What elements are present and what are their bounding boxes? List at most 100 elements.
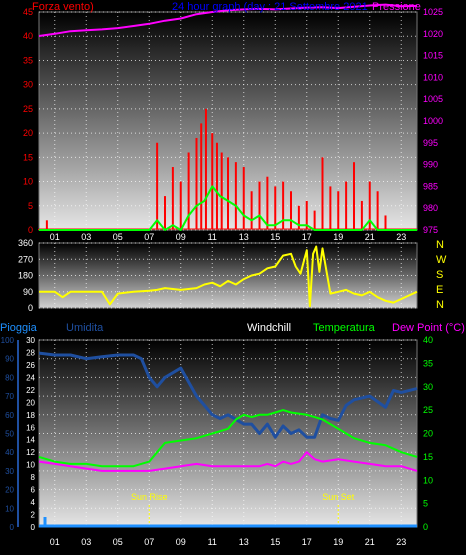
temperature-tick-label: 30 bbox=[423, 382, 433, 392]
x-tick-label: 01 bbox=[50, 537, 60, 547]
humidity-tick-label: 60 bbox=[5, 411, 14, 420]
pressure-tick-label: 980 bbox=[423, 203, 438, 213]
wind-tick-label: 10 bbox=[23, 177, 33, 187]
wind-tick-label: 30 bbox=[23, 80, 33, 90]
temp-humidity-axes: 1009080706050403020100302826242220181614… bbox=[1, 335, 433, 547]
pressure-tick-label: 1010 bbox=[423, 72, 443, 82]
compass-label: N bbox=[436, 299, 444, 311]
x-tick-label: 07 bbox=[144, 232, 154, 242]
temperature-line bbox=[38, 409, 418, 468]
x-tick-label: 03 bbox=[81, 537, 91, 547]
humidity-tick-label: 90 bbox=[5, 355, 14, 364]
rain-tick-label: 4 bbox=[31, 498, 36, 507]
rain-tick-label: 0 bbox=[31, 523, 36, 532]
humidity-tick-label: 10 bbox=[5, 504, 14, 513]
compass-label: N bbox=[436, 239, 444, 251]
pressure-tick-label: 995 bbox=[423, 138, 438, 148]
direction-tick-label: 180 bbox=[18, 271, 33, 281]
dewpoint-line bbox=[38, 451, 418, 472]
x-tick-label: 23 bbox=[396, 537, 406, 547]
wind-tick-label: 35 bbox=[23, 55, 33, 65]
rain-tick-label: 20 bbox=[26, 398, 35, 407]
rain-tick-label: 2 bbox=[31, 511, 36, 520]
pressure-tick-label: 1020 bbox=[423, 29, 443, 39]
wind-pressure-grid bbox=[39, 11, 417, 231]
temperature-tick-label: 10 bbox=[423, 475, 433, 485]
pressure-tick-label: 990 bbox=[423, 160, 438, 170]
x-tick-label: 11 bbox=[208, 537, 217, 547]
rain-tick-label: 8 bbox=[31, 473, 36, 482]
pressure-tick-label: 1015 bbox=[423, 51, 443, 61]
rain-tick-label: 16 bbox=[26, 423, 35, 432]
temperatura-label: Temperatura bbox=[313, 322, 376, 334]
x-tick-label: 09 bbox=[176, 232, 186, 242]
x-tick-label: 09 bbox=[176, 537, 186, 547]
direction-tick-label: 360 bbox=[18, 238, 33, 248]
sun-set-label: Sun Set bbox=[322, 492, 355, 502]
gust-line bbox=[39, 185, 417, 231]
x-tick-label: 11 bbox=[208, 232, 217, 242]
rain-tick-label: 12 bbox=[26, 448, 35, 457]
pressure-tick-label: 1000 bbox=[423, 116, 443, 126]
humidity-tick-label: 50 bbox=[5, 430, 14, 439]
wind-tick-label: 20 bbox=[23, 128, 33, 138]
direction-tick-label: 0 bbox=[28, 303, 33, 313]
x-tick-label: 15 bbox=[270, 537, 280, 547]
wind-pressure-axes: 45 40 35 30 25 20 15 10 5 0 1025 1020 1015 1010 1005 10… bbox=[23, 7, 443, 242]
humidity-tick-label: 100 bbox=[1, 336, 15, 345]
wind-tick-label: 0 bbox=[28, 225, 33, 235]
x-tick-label: 17 bbox=[302, 232, 312, 242]
temp-humidity-series bbox=[38, 351, 418, 528]
sun-rise-label: Sun Rise bbox=[131, 492, 168, 502]
direction-tick-label: 90 bbox=[23, 287, 33, 297]
wind-direction-plot-area bbox=[38, 242, 418, 309]
humidity-tick-label: 20 bbox=[5, 486, 14, 495]
temperature-tick-label: 35 bbox=[423, 358, 433, 368]
pressure-line bbox=[38, 3, 418, 37]
pioggia-label: Pioggia bbox=[0, 322, 38, 334]
x-tick-label: 15 bbox=[270, 232, 280, 242]
pressure-tick-label: 985 bbox=[423, 181, 438, 191]
humidity-line bbox=[38, 351, 418, 439]
rain-tick-label: 26 bbox=[26, 361, 35, 370]
rain-tick-label: 22 bbox=[26, 386, 35, 395]
x-tick-label: 21 bbox=[365, 232, 375, 242]
rain-tick-label: 28 bbox=[26, 348, 35, 357]
temperature-tick-label: 5 bbox=[423, 499, 428, 509]
rain-tick-label: 10 bbox=[26, 461, 35, 470]
rain-tick-label: 6 bbox=[31, 486, 36, 495]
wind-pressure-series bbox=[38, 3, 418, 231]
x-tick-label: 05 bbox=[113, 232, 123, 242]
wind-tick-label: 15 bbox=[23, 152, 33, 162]
wind-direction-grid bbox=[39, 242, 417, 309]
rain-tick-label: 30 bbox=[26, 336, 35, 345]
compass-label: E bbox=[436, 284, 443, 296]
x-tick-label: 21 bbox=[365, 537, 375, 547]
wind-direction-series bbox=[39, 245, 418, 308]
pressure-tick-label: 1025 bbox=[423, 7, 443, 17]
wind-axis-label: Forza vento) bbox=[32, 1, 94, 13]
humidity-tick-label: 40 bbox=[5, 448, 14, 457]
pressure-axis-label: Pressione bbox=[372, 1, 421, 13]
temperature-tick-label: 0 bbox=[423, 522, 428, 532]
wind-tick-label: 5 bbox=[28, 201, 33, 211]
x-tick-label: 01 bbox=[50, 232, 60, 242]
x-tick-label: 13 bbox=[239, 537, 249, 547]
wind-direction-line bbox=[39, 245, 418, 308]
temperature-tick-label: 25 bbox=[423, 405, 433, 415]
pressure-tick-label: 975 bbox=[423, 225, 438, 235]
rain-tick-label: 24 bbox=[26, 373, 35, 382]
umidita-label: Umidita bbox=[66, 322, 104, 334]
x-tick-label: 13 bbox=[239, 232, 249, 242]
rain-tick-label: 18 bbox=[26, 411, 35, 420]
temperature-tick-label: 20 bbox=[423, 429, 433, 439]
x-tick-label: 05 bbox=[113, 537, 123, 547]
x-tick-label: 07 bbox=[144, 537, 154, 547]
windchill-label: Windchill bbox=[247, 322, 291, 334]
x-tick-label: 19 bbox=[333, 537, 343, 547]
wind-tick-label: 45 bbox=[23, 7, 33, 17]
chart-title: 24 hour graph (day : 21 Settembre 2021 bbox=[172, 1, 368, 13]
temperature-tick-label: 15 bbox=[423, 452, 433, 462]
